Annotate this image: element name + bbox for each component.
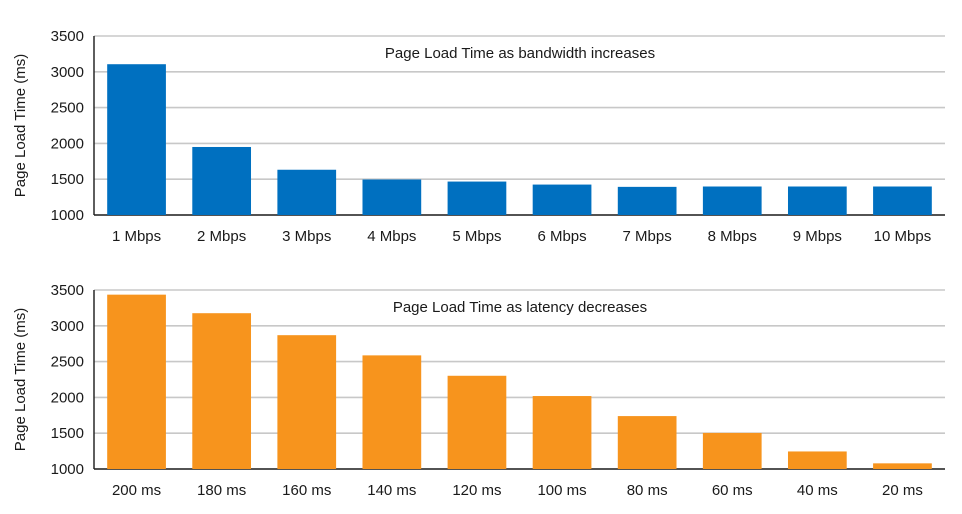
bar bbox=[873, 463, 932, 469]
y-tick-label: 2000 bbox=[51, 135, 84, 152]
bar bbox=[873, 186, 932, 215]
x-tick-label: 6 Mbps bbox=[537, 228, 586, 245]
bar bbox=[362, 179, 422, 215]
x-tick-label: 140 ms bbox=[367, 482, 416, 499]
bar bbox=[192, 146, 252, 215]
x-tick-label: 160 ms bbox=[282, 482, 331, 499]
y-tick-label: 1000 bbox=[51, 461, 84, 478]
y-tick-label: 1500 bbox=[51, 425, 84, 442]
bar bbox=[702, 186, 762, 215]
y-tick-label: 3000 bbox=[51, 318, 84, 335]
x-tick-label: 60 ms bbox=[712, 482, 753, 499]
y-tick-label: 3500 bbox=[51, 28, 84, 45]
y-tick-label: 1000 bbox=[51, 207, 84, 224]
y-axis-label: Page Load Time (ms) bbox=[12, 54, 29, 197]
x-tick-label: 9 Mbps bbox=[793, 228, 842, 245]
x-tick-label: 120 ms bbox=[452, 482, 501, 499]
y-tick-label: 2500 bbox=[51, 100, 84, 117]
y-tick-label: 2000 bbox=[51, 389, 84, 406]
x-tick-label: 8 Mbps bbox=[708, 228, 757, 245]
y-tick-label: 1500 bbox=[51, 171, 84, 188]
chart-title: Page Load Time as latency decreases bbox=[393, 299, 647, 316]
bar bbox=[532, 184, 592, 215]
bar bbox=[447, 181, 507, 215]
x-tick-label: 100 ms bbox=[537, 482, 586, 499]
bar bbox=[702, 432, 762, 469]
bar bbox=[617, 416, 677, 469]
bar bbox=[192, 313, 252, 469]
bar bbox=[277, 169, 337, 215]
bar bbox=[617, 186, 677, 215]
x-tick-label: 80 ms bbox=[627, 482, 668, 499]
y-axis-label: Page Load Time (ms) bbox=[12, 308, 29, 451]
bar bbox=[277, 335, 337, 469]
x-tick-label: 4 Mbps bbox=[367, 228, 416, 245]
chart-panel-1: 1000 1500 2000 2500 3000 3500 1 Mbps 2 Mbps 3 Mb… bbox=[12, 28, 945, 245]
y-tick-label: 3500 bbox=[51, 282, 84, 299]
x-tick-label: 40 ms bbox=[797, 482, 838, 499]
x-tick-label: 5 Mbps bbox=[452, 228, 501, 245]
bar bbox=[107, 294, 166, 469]
x-tick-label: 200 ms bbox=[112, 482, 161, 499]
chart-panel-2: 1000 1500 2000 2500 3000 3500 200 ms 180 ms 160 … bbox=[12, 282, 945, 499]
y-tick-label: 2500 bbox=[51, 354, 84, 371]
bar bbox=[532, 396, 592, 469]
x-tick-label: 20 ms bbox=[882, 482, 923, 499]
bar bbox=[787, 451, 847, 469]
y-tick-label: 3000 bbox=[51, 64, 84, 81]
bar bbox=[787, 186, 847, 215]
x-tick-label: 7 Mbps bbox=[623, 228, 672, 245]
x-tick-label: 3 Mbps bbox=[282, 228, 331, 245]
bar bbox=[107, 64, 166, 215]
bar bbox=[362, 355, 422, 469]
x-tick-label: 10 Mbps bbox=[874, 228, 932, 245]
x-tick-label: 2 Mbps bbox=[197, 228, 246, 245]
bar bbox=[447, 375, 507, 469]
chart-title: Page Load Time as bandwidth increases bbox=[385, 45, 655, 62]
x-tick-label: 180 ms bbox=[197, 482, 246, 499]
x-tick-label: 1 Mbps bbox=[112, 228, 161, 245]
